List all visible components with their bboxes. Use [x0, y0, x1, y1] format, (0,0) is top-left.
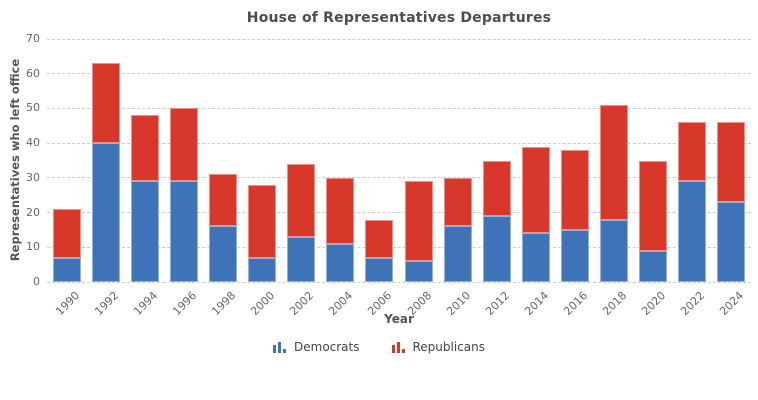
bar-segment-republicans-2008[interactable] — [404, 181, 433, 262]
bar-2008 — [404, 39, 433, 282]
bar-segment-republicans-2012[interactable] — [482, 160, 511, 217]
bar-segment-republicans-2022[interactable] — [678, 122, 707, 182]
bar-segment-democrats-1992[interactable] — [91, 143, 120, 282]
bar-segment-democrats-2024[interactable] — [717, 202, 746, 282]
gridline — [47, 107, 751, 109]
bar-segment-republicans-2000[interactable] — [248, 184, 277, 258]
bar-segment-democrats-2010[interactable] — [443, 226, 472, 282]
y-tick-label: 30 — [26, 170, 40, 184]
bar-segment-democrats-2022[interactable] — [678, 181, 707, 282]
y-tick-label: 50 — [26, 101, 40, 115]
bar-1994 — [130, 39, 159, 282]
bar-segment-republicans-1994[interactable] — [130, 115, 159, 182]
bar-1992 — [91, 39, 120, 282]
bar-segment-republicans-2024[interactable] — [717, 122, 746, 203]
legend-item-republicans[interactable]: Republicans — [391, 340, 486, 354]
x-axis-title: Year — [384, 312, 414, 326]
y-tick-label: 20 — [26, 205, 40, 219]
y-tick-label: 70 — [26, 32, 40, 45]
bar-segment-democrats-1998[interactable] — [209, 226, 237, 282]
bar-2014 — [521, 39, 550, 282]
bar-segment-democrats-1990[interactable] — [52, 257, 81, 282]
bar-1998 — [209, 39, 237, 282]
y-tick-label: 0 — [33, 275, 40, 288]
bar-1990 — [52, 39, 81, 282]
y-tick-label: 40 — [26, 136, 40, 150]
y-tick-label: 60 — [26, 66, 40, 80]
y-axis-title: Representatives who left office — [8, 58, 22, 262]
legend: Democrats Republicans — [0, 340, 758, 354]
bar-segment-republicans-2002[interactable] — [287, 163, 316, 237]
bar-2016 — [561, 39, 589, 282]
chart-title: House of Representatives Departures — [246, 10, 552, 26]
bar-segment-republicans-2018[interactable] — [600, 104, 629, 220]
bar-2022 — [678, 39, 707, 282]
bar-segment-democrats-2012[interactable] — [482, 216, 511, 282]
mini-bar-chart-icon — [273, 342, 286, 353]
y-tick-label: 10 — [26, 240, 40, 254]
bar-segment-republicans-2014[interactable] — [521, 146, 550, 234]
bar-segment-republicans-2020[interactable] — [639, 160, 668, 251]
bar-2004 — [326, 39, 355, 282]
mini-bar-chart-icon — [391, 342, 405, 353]
gridline — [47, 38, 751, 40]
bar-2012 — [482, 39, 511, 282]
gridline — [47, 246, 751, 248]
bar-2020 — [639, 39, 668, 282]
bar-2000 — [248, 39, 277, 282]
bar-segment-democrats-1994[interactable] — [130, 181, 159, 282]
legend-item-democrats[interactable]: Democrats — [273, 340, 360, 354]
legend-label: Republicans — [412, 340, 486, 354]
bar-2024 — [717, 39, 746, 282]
bar-2018 — [600, 39, 629, 282]
bar-2006 — [365, 39, 394, 282]
gridline — [47, 281, 751, 283]
bar-segment-republicans-2004[interactable] — [326, 177, 355, 244]
bar-segment-democrats-2004[interactable] — [326, 243, 355, 282]
bar-2010 — [443, 39, 472, 282]
bar-segment-democrats-2000[interactable] — [248, 257, 277, 282]
bar-segment-democrats-2016[interactable] — [561, 229, 589, 282]
bar-segment-republicans-2016[interactable] — [561, 150, 589, 230]
bar-segment-democrats-2002[interactable] — [287, 236, 316, 282]
bar-segment-democrats-2018[interactable] — [600, 219, 629, 282]
legend-label: Democrats — [294, 340, 360, 354]
bar-1996 — [169, 39, 198, 282]
bar-segment-republicans-1990[interactable] — [52, 209, 81, 258]
bar-segment-democrats-1996[interactable] — [169, 181, 198, 282]
bar-segment-republicans-2010[interactable] — [443, 177, 472, 227]
bar-2002 — [287, 39, 316, 282]
gridline — [47, 212, 751, 214]
plot-area — [47, 38, 751, 283]
bar-segment-democrats-2020[interactable] — [639, 250, 668, 282]
bar-segment-republicans-2006[interactable] — [365, 219, 394, 258]
bar-segment-democrats-2008[interactable] — [404, 261, 433, 282]
gridline — [47, 73, 751, 75]
bar-segment-democrats-2006[interactable] — [365, 257, 394, 282]
bar-segment-republicans-1998[interactable] — [209, 174, 237, 227]
bar-segment-republicans-1996[interactable] — [169, 108, 198, 182]
gridline — [47, 177, 751, 179]
gridline — [47, 142, 751, 144]
bar-segment-democrats-2014[interactable] — [521, 233, 550, 282]
bar-segment-republicans-1992[interactable] — [91, 63, 120, 144]
